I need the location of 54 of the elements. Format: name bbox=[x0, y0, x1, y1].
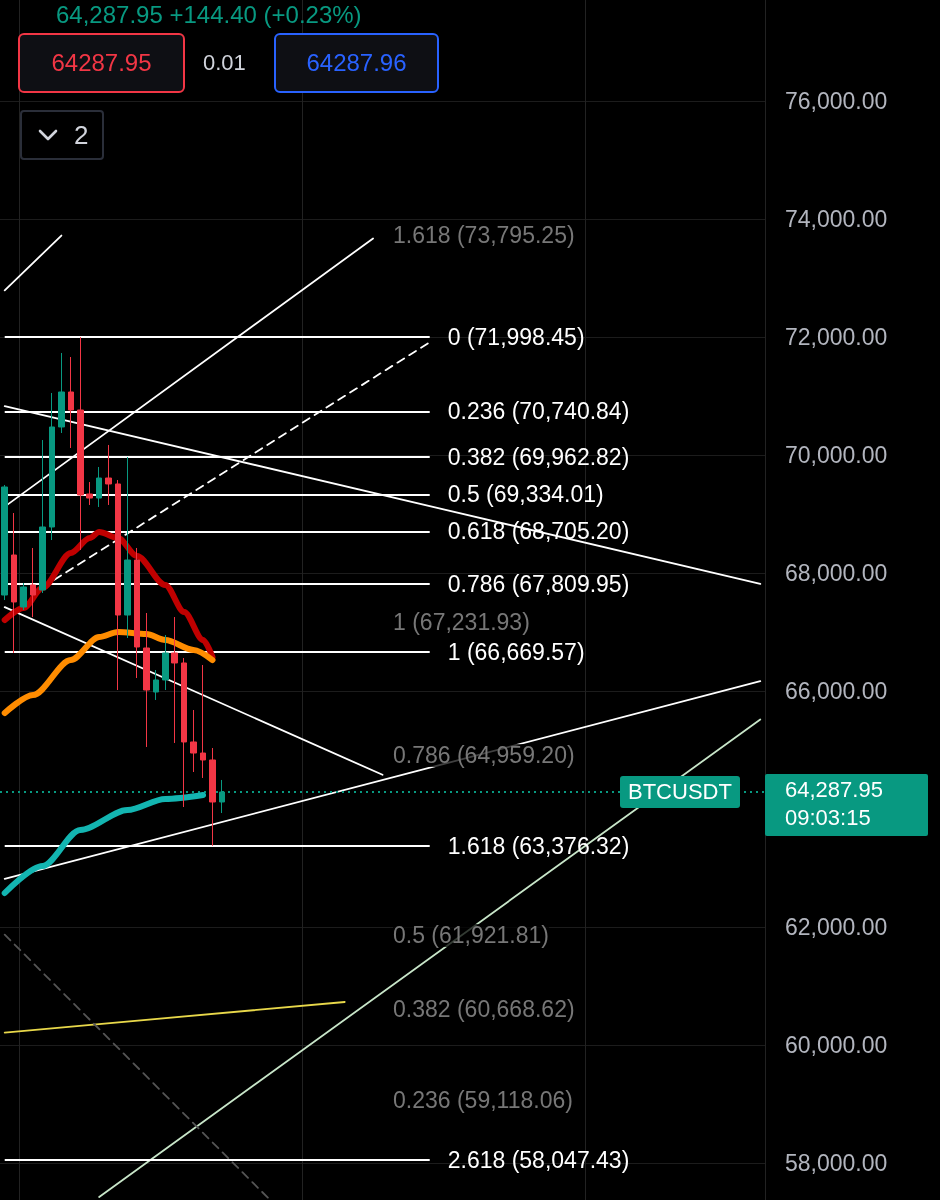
candlestick bbox=[86, 481, 93, 506]
candlestick bbox=[39, 439, 46, 594]
y-tick-label: 72,000.00 bbox=[785, 324, 888, 351]
candlestick bbox=[68, 356, 74, 449]
ref-line-label: 0.786 (67,809.95) bbox=[447, 571, 630, 598]
candlestick bbox=[171, 616, 178, 744]
ref-line-label: 1 (66,669.57) bbox=[447, 638, 585, 665]
candlestick bbox=[134, 547, 140, 679]
y-tick-label: 70,000.00 bbox=[785, 442, 888, 469]
annotation: 0.236 (59,118.06) bbox=[393, 1087, 573, 1113]
annotation: 0.786 (64,959.20) bbox=[393, 742, 575, 768]
candlestick bbox=[11, 512, 17, 654]
candlestick bbox=[190, 709, 197, 773]
candlestick bbox=[1, 484, 8, 601]
y-tick-label: 62,000.00 bbox=[785, 914, 888, 941]
text: 09:03:15 bbox=[785, 805, 871, 831]
annotation: 64287.96 bbox=[274, 33, 439, 93]
candlestick bbox=[49, 392, 55, 541]
y-tick-label: 60,000.00 bbox=[785, 1032, 888, 1059]
y-tick-label: 74,000.00 bbox=[785, 206, 888, 233]
candlestick bbox=[162, 634, 169, 691]
annotation: 1 (67,231.93) bbox=[393, 609, 530, 635]
ref-line-label: 0.236 (70,740.84) bbox=[447, 398, 630, 425]
y-tick-label: 76,000.00 bbox=[785, 88, 888, 115]
candlestick bbox=[58, 352, 65, 434]
annotation: 64,287.95 +144.40 (+0.23%) bbox=[56, 1, 362, 28]
text: 64,287.95 bbox=[785, 777, 883, 803]
dropdown-field: 2 bbox=[20, 110, 104, 160]
y-tick-label: 68,000.00 bbox=[785, 560, 888, 587]
annotation: 0.382 (60,668.62) bbox=[393, 996, 575, 1022]
ref-line-label: 2.618 (58,047.43) bbox=[447, 1147, 630, 1174]
annotation: 2 bbox=[74, 120, 89, 150]
candlestick bbox=[105, 444, 112, 506]
annotation: 64287.95 bbox=[18, 33, 185, 93]
ref-line-label: 0.382 (69,962.82) bbox=[447, 444, 630, 471]
ref-line-label: 0.5 (69,334.01) bbox=[447, 481, 604, 508]
candlestick bbox=[20, 582, 27, 611]
candlestick bbox=[77, 336, 84, 551]
candlestick bbox=[153, 669, 159, 701]
annotation: 1.618 (73,795.25) bbox=[393, 222, 575, 248]
candlestick bbox=[30, 547, 36, 618]
candlestick bbox=[96, 466, 102, 508]
y-tick-label: 58,000.00 bbox=[785, 1150, 888, 1177]
candlestick bbox=[124, 456, 131, 639]
candlestick bbox=[143, 612, 150, 748]
ref-line-label: 0 (71,998.45) bbox=[447, 324, 585, 351]
candlestick bbox=[181, 657, 187, 808]
annotation: 0.01 bbox=[203, 50, 246, 75]
candlestick bbox=[115, 479, 121, 691]
y-tick-label: 66,000.00 bbox=[785, 678, 888, 705]
annotation: 0.5 (61,921.81) bbox=[393, 922, 550, 948]
ref-line-label: BTCUSDT bbox=[620, 776, 740, 809]
candlestick bbox=[209, 747, 216, 847]
candlestick bbox=[200, 664, 206, 779]
